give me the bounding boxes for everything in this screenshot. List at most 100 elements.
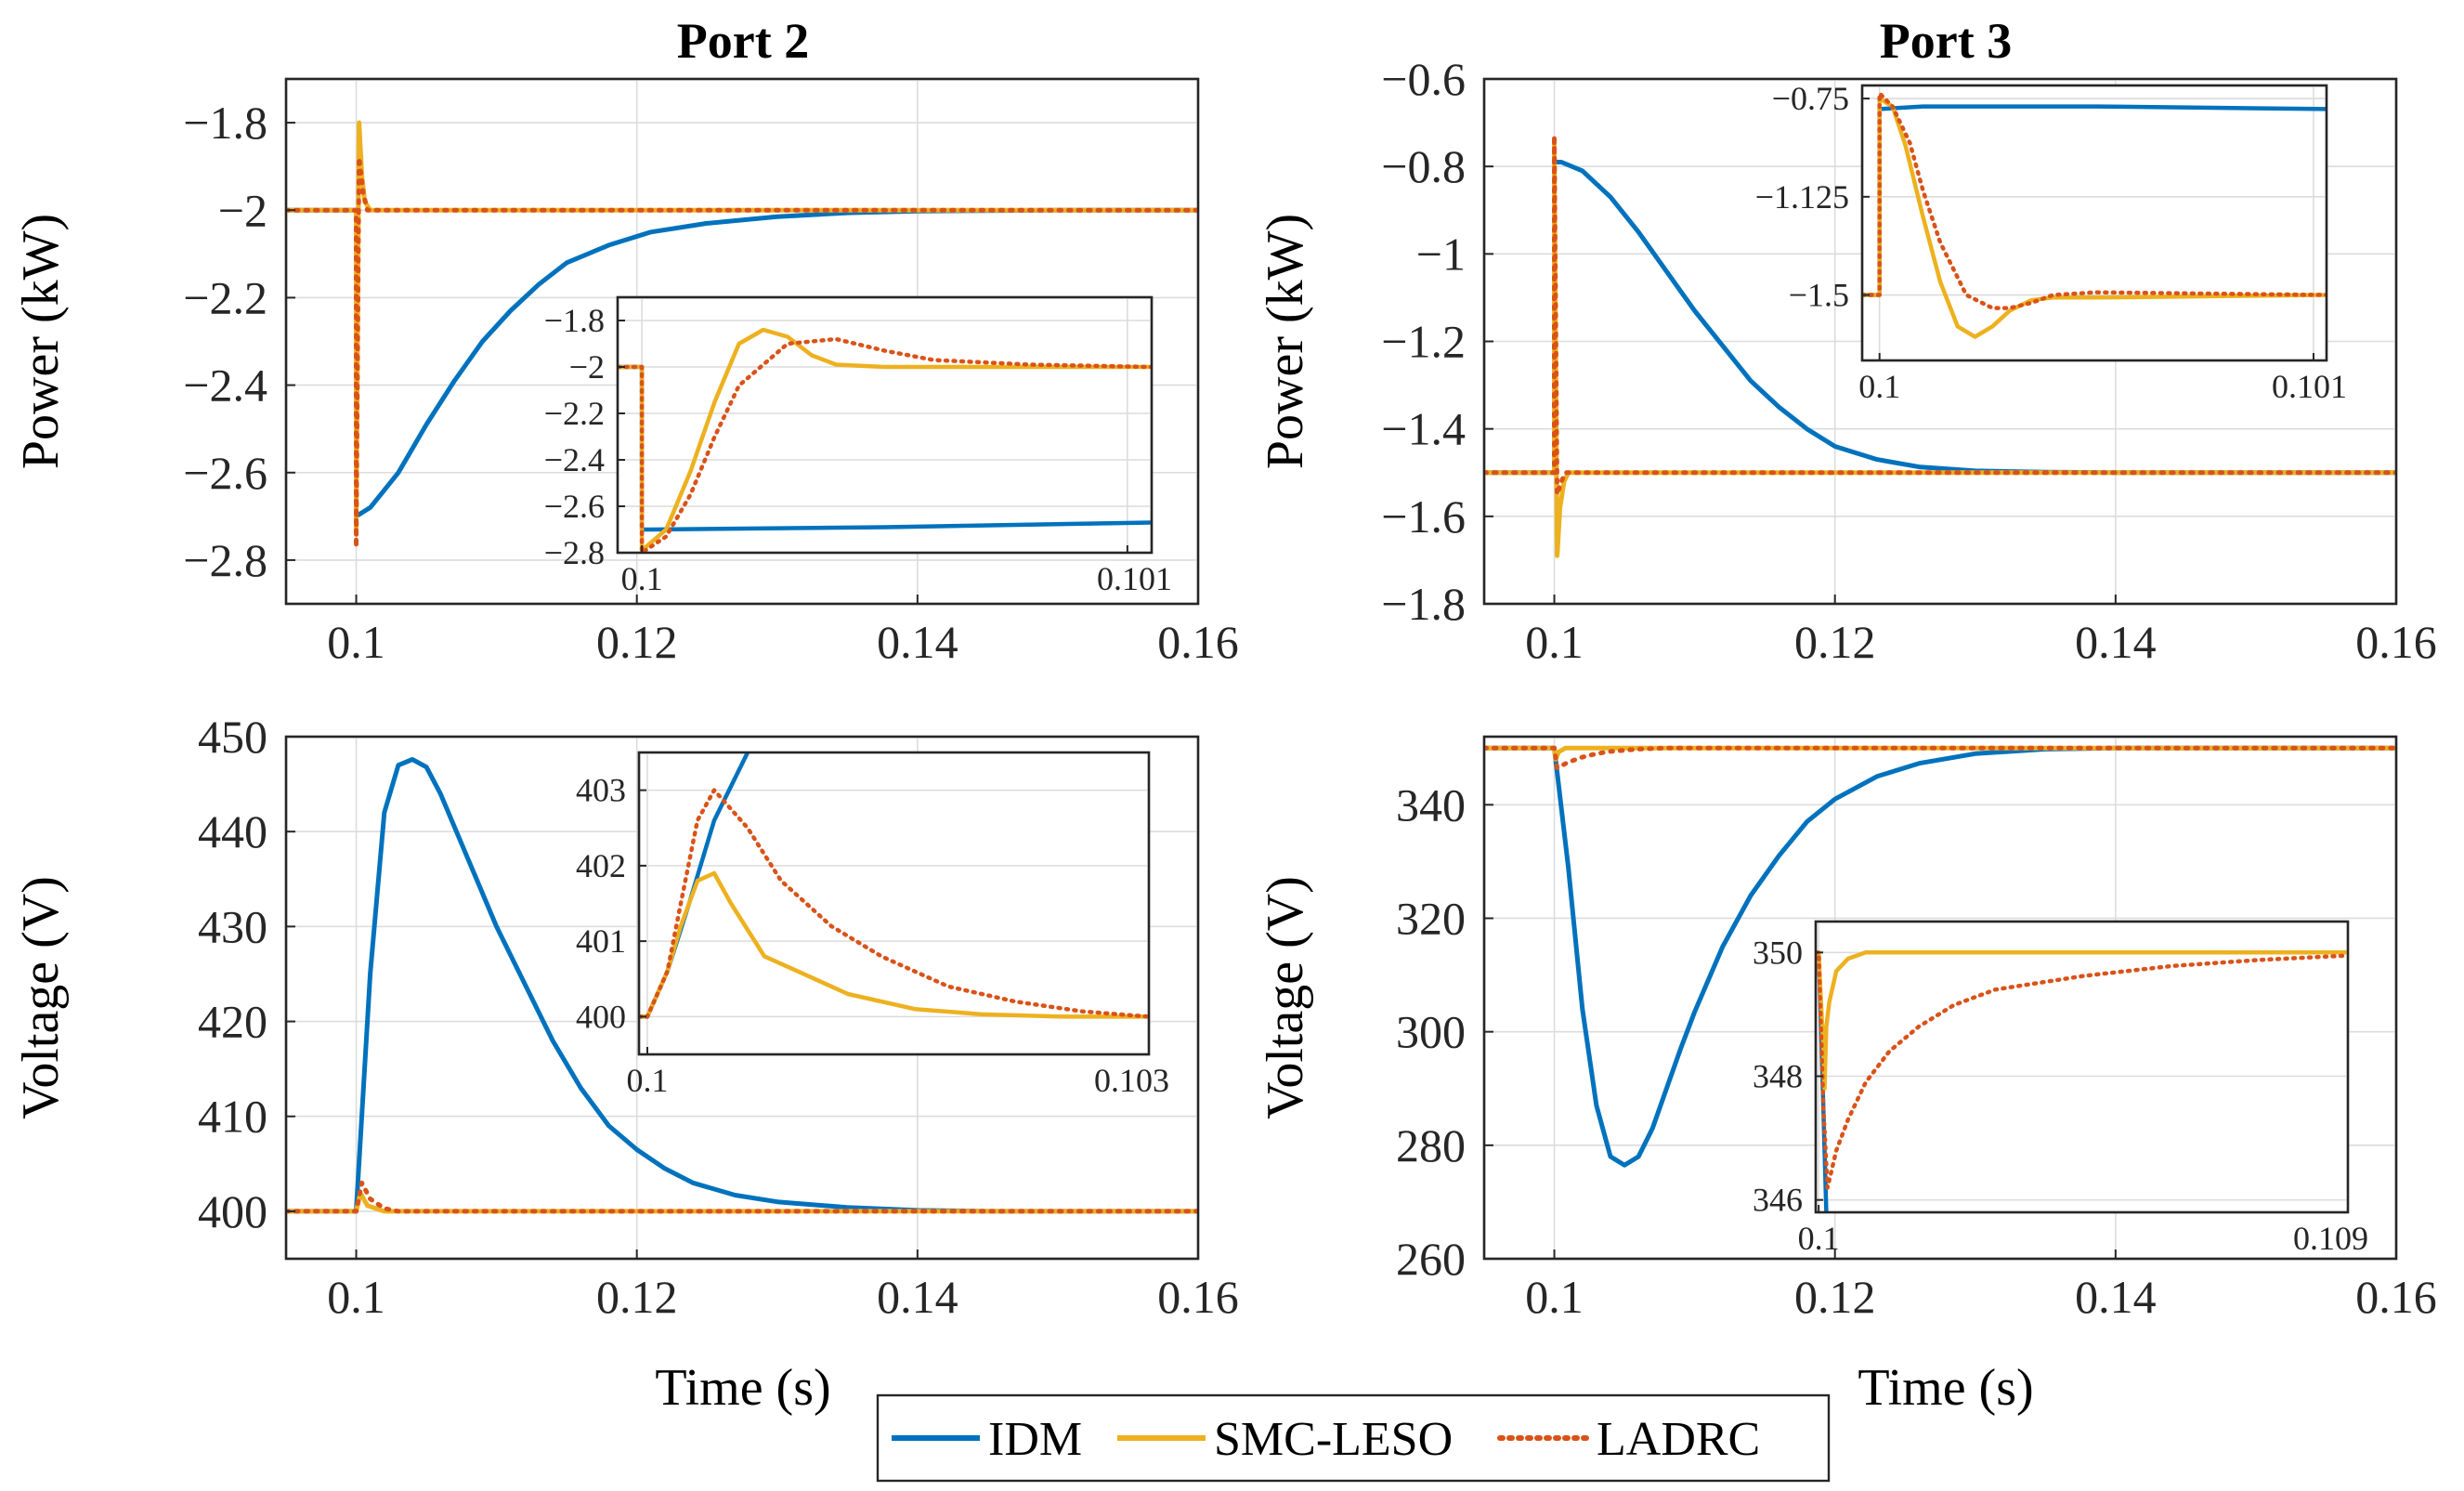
- p2-power-line-ladrc: [286, 155, 1198, 550]
- p3-power-inset: 0.1 0.101 −1.5 −1.125 −0.75: [1755, 80, 2347, 405]
- chart-p2-voltage: 0.1 0.12 0.14 0.16 400 410 420 430 440 450 Voltage…: [12, 711, 1239, 1417]
- p3-voltage-xtick-label: 0.12: [1794, 1271, 1876, 1323]
- p3-power-inset-series: [1862, 91, 2327, 339]
- p2-power-frame: [284, 77, 1200, 606]
- chart-panels: 0.1 0.12 0.14 0.16 −2.8 −2.6 −2.4 −2.2 −2 −1.8 Por…: [12, 13, 2437, 1417]
- p2-voltage-ytick-label: 430: [198, 900, 267, 952]
- p3-power-ytick-label: −1.4: [1381, 403, 1466, 455]
- p2-voltage-line-ladrc: [286, 1180, 1198, 1214]
- chart-p3-power: 0.1 0.12 0.14 0.16 −1.8 −1.6 −1.4 −1.2 −1 −0.8 −0.…: [1257, 13, 2437, 668]
- p2-power-xtick-label: 0.14: [877, 616, 958, 668]
- p2-voltage-line-idm: [286, 757, 1198, 1214]
- p2-power-inset-ytick-label: −2: [569, 348, 605, 386]
- p3-power-ytick-label: −1.6: [1381, 490, 1466, 543]
- p2-voltage-series: [286, 757, 1198, 1214]
- p3-voltage-ytick-label: 300: [1396, 1006, 1466, 1058]
- p3-voltage-inset-xtick-label: 0.1: [1798, 1220, 1840, 1257]
- p3-voltage-inset-ytick-label: 348: [1753, 1057, 1803, 1094]
- p3-voltage-ylabel: Voltage (V): [1257, 876, 1314, 1119]
- p3-voltage-xtick-label: 0.1: [1525, 1271, 1584, 1323]
- p3-power-inset-ytick-label: −0.75: [1772, 80, 1849, 117]
- p2-power-ytick-label: −2.4: [183, 360, 267, 412]
- p2-power-xtick-label: 0.16: [1157, 616, 1239, 668]
- p2-voltage-inset-grid: [639, 752, 1149, 1054]
- p3-voltage-inset-line-smc: [1816, 950, 2348, 1092]
- p3-voltage-xtick-label: 0.14: [2075, 1271, 2157, 1323]
- p3-power-inset-xtick-label: 0.101: [2272, 368, 2347, 405]
- p2-power-ytick-label: −1.8: [183, 97, 267, 149]
- p2-power-inset-plot-area: [616, 295, 1154, 555]
- p2-voltage-ytick-label: 440: [198, 805, 267, 857]
- p3-power-ytick-label: −1.8: [1381, 578, 1466, 630]
- p3-power-ytick-label: −1: [1416, 228, 1466, 280]
- p2-power-line-idm: [286, 207, 1198, 519]
- p2-power-inset-xtick-label: 0.1: [621, 560, 663, 597]
- p2-voltage-ylabel: Voltage (V): [12, 876, 70, 1119]
- p2-power-inset-ytick-label: −2.6: [544, 488, 605, 525]
- legend-label-ladrc: LADRC: [1597, 1413, 1760, 1466]
- p3-voltage-frame: [1482, 735, 2398, 1261]
- p2-power-ytick-label: −2.2: [183, 271, 267, 323]
- p2-power-series: [286, 120, 1198, 550]
- p3-power-xtick-label: 0.12: [1794, 616, 1876, 668]
- p3-voltage-inset-ytick-label: 350: [1753, 934, 1803, 971]
- p2-voltage-inset-xtick-label: 0.1: [627, 1062, 669, 1099]
- p2-power-title: Port 2: [677, 13, 809, 69]
- p3-voltage-inset-line-ladrc: [1816, 950, 2348, 1190]
- p2-power-inset-ytick-label: −1.8: [544, 302, 605, 339]
- p2-power-inset-ytick-label: −2.8: [544, 534, 605, 571]
- p2-voltage-inset: 0.1 0.103 400 401 402 403: [576, 751, 1169, 1099]
- p2-power-xtick-label: 0.12: [596, 616, 678, 668]
- p2-power-ylabel: Power (kW): [12, 214, 70, 469]
- p3-voltage-ytick-label: 340: [1396, 778, 1466, 831]
- p2-voltage-ytick-label: 420: [198, 996, 267, 1048]
- p2-voltage-inset-line-ladrc: [639, 788, 1149, 1019]
- p3-voltage-ytick-label: 260: [1396, 1233, 1466, 1285]
- p3-power-xtick-label: 0.14: [2075, 616, 2157, 668]
- p3-power-ytick-label: −0.8: [1381, 140, 1466, 192]
- p3-voltage-inset-frame: [1814, 920, 2350, 1214]
- p3-voltage-ytick-label: 320: [1396, 892, 1466, 944]
- p2-voltage-inset-frame: [637, 751, 1151, 1056]
- p2-voltage-inset-xtick-label: 0.103: [1094, 1062, 1169, 1099]
- p2-voltage-frame: [284, 735, 1200, 1261]
- legend-box: [876, 1393, 1831, 1483]
- p2-power-inset-ytick-label: −2.4: [544, 441, 605, 478]
- p3-power-inset-frame: [1860, 84, 2328, 362]
- p2-voltage-xtick-label: 0.12: [596, 1271, 678, 1323]
- p3-power-title: Port 3: [1880, 13, 2012, 69]
- p3-voltage-line-idm: [1484, 745, 2396, 1168]
- p3-power-ytick-label: −0.6: [1381, 53, 1466, 105]
- p2-voltage-xtick-label: 0.1: [327, 1271, 385, 1323]
- p3-voltage-line-ladrc: [1484, 745, 2396, 771]
- p2-voltage-inset-ytick-label: 402: [576, 847, 626, 884]
- p3-power-ytick-label: −1.2: [1381, 316, 1466, 368]
- p3-voltage-xtick-label: 0.16: [2355, 1271, 2437, 1323]
- p3-power-line-ladrc: [1484, 133, 2396, 497]
- p3-voltage-ytick-label: 280: [1396, 1119, 1466, 1171]
- p2-voltage-ytick-label: 450: [198, 711, 267, 763]
- p3-voltage-inset-plot-area: [1814, 920, 2350, 1214]
- p2-power-xtick-label: 0.1: [327, 616, 385, 668]
- p2-power-inset-frame: [616, 295, 1154, 555]
- p3-power-inset-ytick-label: −1.125: [1755, 178, 1849, 216]
- p3-voltage-series: [1484, 745, 2396, 1168]
- legend-label-idm: IDM: [988, 1413, 1082, 1466]
- legend-label-smc-leso: SMC-LESO: [1214, 1413, 1453, 1466]
- chart-p2-power: 0.1 0.12 0.14 0.16 −2.8 −2.6 −2.4 −2.2 −2 −1.8 Por…: [12, 13, 1239, 668]
- p3-power-xtick-label: 0.1: [1525, 616, 1584, 668]
- p2-voltage-inset-ytick-label: 401: [576, 922, 626, 960]
- p2-power-inset-xtick-label: 0.101: [1097, 560, 1172, 597]
- p3-power-ylabel: Power (kW): [1257, 214, 1314, 469]
- p3-power-inset-line-ladrc: [1862, 91, 2327, 310]
- p2-voltage-xlabel: Time (s): [655, 1359, 830, 1417]
- p2-power-inset-line-ladrc: [618, 336, 1152, 553]
- legend: IDM SMC-LESO LADRC: [876, 1393, 1831, 1483]
- p2-power-inset: 0.1 0.101 −2.8 −2.6 −2.4 −2.2 −2 −1.8: [544, 295, 1172, 597]
- p3-power-series: [1484, 133, 2396, 558]
- p2-power-ytick-label: −2.8: [183, 534, 267, 586]
- p3-voltage-inset-xtick-label: 0.109: [2293, 1220, 2368, 1257]
- p2-voltage-ytick-label: 400: [198, 1185, 267, 1237]
- p2-power-inset-ytick-label: −2.2: [544, 395, 605, 432]
